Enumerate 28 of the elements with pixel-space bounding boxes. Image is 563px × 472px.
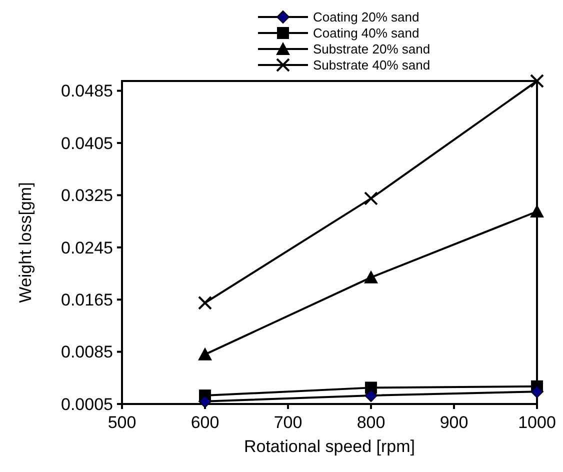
y-tick-label: 0.0325 (61, 186, 113, 206)
legend-label: Substrate 40% sand (313, 58, 430, 73)
x-tick-label: 900 (440, 413, 468, 432)
y-tick-label: 0.0005 (61, 394, 113, 414)
point (530, 74, 544, 88)
point (364, 191, 378, 206)
x-tick-label: 800 (356, 413, 386, 432)
y-tick-label: 0.0165 (61, 290, 113, 310)
legend-label: Coating 20% sand (313, 10, 420, 25)
y-tick-label: 0.0405 (61, 134, 113, 153)
x-axis-title: Rotational speed [rpm] (244, 437, 416, 456)
point (530, 204, 544, 218)
point (198, 394, 212, 408)
y-tick-label: 0.0485 (61, 82, 113, 101)
y-tick-label: 0.0245 (61, 238, 113, 258)
y-tick-label: 0.0085 (61, 342, 113, 362)
x-tick-label: 1000 (518, 413, 556, 432)
point (530, 385, 544, 398)
point (198, 296, 212, 310)
x-tick-label: 700 (274, 413, 302, 432)
x-tick-label: 600 (190, 413, 220, 432)
point (364, 389, 378, 402)
point (198, 347, 212, 360)
point (364, 270, 378, 284)
y-axis-title: Weight loss[gm] (16, 182, 35, 303)
legend-label: Substrate 20% sand (313, 42, 430, 57)
legend-label: Coating 40% sand (313, 26, 420, 41)
x-tick-label: 500 (108, 413, 136, 432)
